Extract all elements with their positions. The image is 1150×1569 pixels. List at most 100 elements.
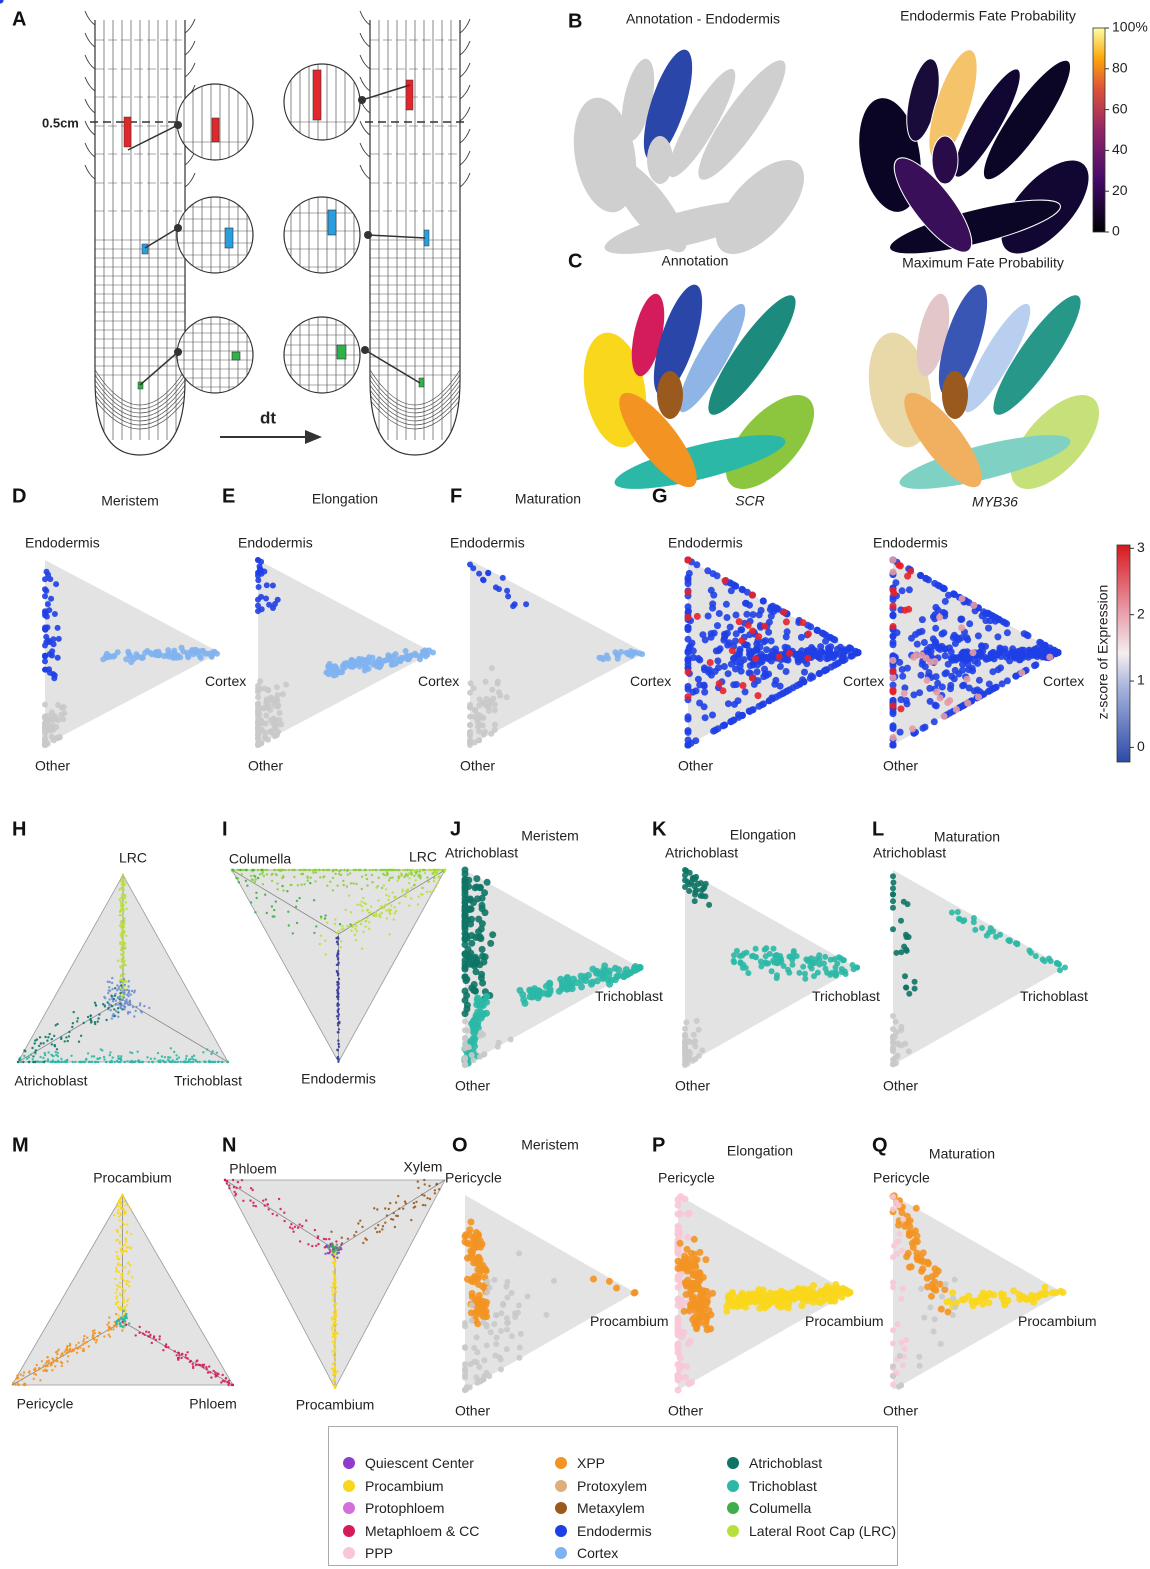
cell-dot: [412, 1201, 416, 1205]
legend-swatch: [555, 1479, 567, 1492]
cell-dot: [997, 645, 1005, 653]
cell-dot: [365, 909, 369, 912]
cell-dot: [255, 742, 261, 748]
cell-dot: [139, 1060, 142, 1064]
cell-dot: [186, 1351, 189, 1354]
cell-dot: [707, 630, 715, 638]
cell-dot: [761, 665, 768, 673]
cell-dot: [119, 1247, 122, 1251]
cell-dot: [158, 1338, 161, 1341]
cell-dot: [334, 1291, 337, 1294]
connector-dot: [364, 231, 372, 239]
cell-dot: [748, 674, 756, 682]
cell-dot: [470, 1242, 478, 1250]
panel-letter: G: [652, 485, 668, 507]
cell-dot: [118, 914, 122, 917]
cell-dot: [504, 1294, 511, 1301]
cell-dot: [312, 871, 315, 874]
cell-dot: [936, 613, 944, 621]
cell-dot: [255, 602, 261, 609]
cell-dot: [291, 932, 294, 935]
cell-dot: [889, 656, 897, 664]
cell-dot: [76, 1020, 79, 1023]
cell-dot: [508, 1333, 515, 1340]
panel-title: Maturation: [929, 1146, 995, 1162]
cell-dot: [1003, 620, 1011, 628]
cell-dot: [128, 1001, 132, 1004]
cell-dot: [483, 992, 491, 1000]
cell-dot: [336, 937, 339, 940]
cell-dot: [472, 933, 480, 941]
cell-dot: [479, 952, 487, 960]
cell-dot: [371, 868, 374, 872]
cell-dot: [231, 1383, 235, 1387]
cell-dot: [129, 1051, 132, 1054]
cell-dot: [202, 1051, 205, 1054]
cell-dot: [251, 878, 255, 882]
cell-dot: [120, 886, 123, 890]
panel-title: Annotation: [662, 253, 729, 269]
cell-dot: [720, 663, 728, 670]
cell-dot: [719, 722, 727, 730]
cell-dot: [315, 1244, 318, 1248]
cell-dot: [384, 903, 387, 907]
vertex-label: Endodermis: [25, 535, 100, 551]
cell-dot: [994, 650, 1002, 658]
cell-dot: [767, 1296, 775, 1304]
cell-dot: [387, 879, 391, 882]
cell-dot: [276, 888, 279, 891]
cell-dot: [742, 1298, 750, 1306]
cell-dot: [950, 1295, 957, 1302]
legend-entry: Metaphloem & CC: [343, 1523, 555, 1546]
cell-dot: [353, 933, 357, 937]
cell-dot: [958, 595, 966, 603]
cell-dot: [333, 1347, 336, 1350]
cell-dot: [121, 1274, 124, 1277]
cell-dot: [117, 1015, 120, 1018]
cell-dot: [240, 1179, 244, 1182]
cell-dot: [762, 1302, 770, 1310]
cell-dot: [820, 1289, 828, 1297]
cell-dot: [924, 1283, 932, 1291]
cell-dot: [355, 882, 358, 886]
cell-dot: [118, 1219, 121, 1222]
cell-dot: [900, 689, 908, 697]
cell-dot: [121, 1008, 124, 1011]
vertex-label: Procambium: [1018, 1313, 1097, 1329]
cell-dot: [359, 922, 363, 926]
panel-title: Maximum Fate Probability: [902, 255, 1064, 271]
cell-dot: [32, 1060, 35, 1064]
cell-dot: [152, 652, 159, 658]
cell-dot: [780, 608, 788, 616]
cell-dot: [421, 886, 424, 890]
cell-dot: [360, 947, 364, 950]
root-outline: [369, 20, 461, 456]
cell-dot: [914, 1256, 921, 1264]
cell-dot: [196, 652, 203, 659]
cell-dot: [694, 1304, 702, 1312]
cell-dot: [368, 927, 371, 930]
cell-dot: [397, 1194, 400, 1198]
cell-dot: [1057, 967, 1063, 974]
tracked-cell: [123, 116, 132, 148]
cell-dot: [108, 1054, 112, 1057]
cell-dot: [177, 1056, 181, 1059]
cell-dot: [990, 928, 997, 935]
cell-dot: [122, 925, 126, 929]
cell-dot: [34, 1049, 38, 1052]
cell-dot: [117, 996, 120, 999]
cell-dot: [899, 1362, 906, 1369]
cell-dot: [123, 1060, 126, 1064]
cell-dot: [366, 916, 369, 920]
cell-dot: [695, 1026, 702, 1033]
cell-dot: [895, 561, 903, 569]
cell-dot: [487, 939, 495, 947]
zoom-view: [177, 317, 253, 393]
legend-swatch: [727, 1502, 739, 1514]
cell-dot: [676, 1210, 684, 1218]
colorbar-tick-label: 80: [1112, 60, 1128, 76]
cell-dot: [709, 1289, 717, 1297]
cell-dot: [467, 704, 473, 711]
cell-dot: [1048, 1289, 1056, 1297]
cell-dot: [499, 574, 506, 581]
